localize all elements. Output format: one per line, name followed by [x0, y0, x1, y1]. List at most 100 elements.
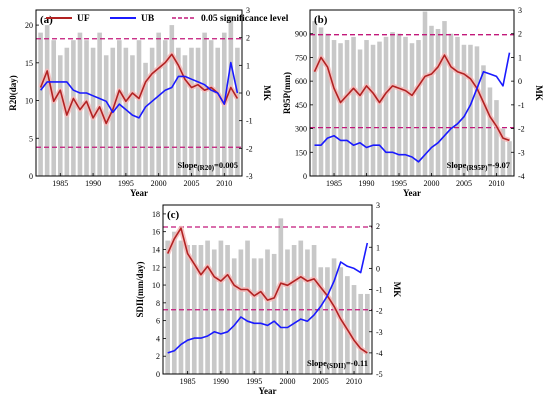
bar — [202, 32, 207, 176]
bar — [311, 245, 317, 374]
y2-tick-label: -5 — [376, 370, 383, 379]
bar — [245, 240, 250, 374]
bar — [494, 100, 499, 176]
y-tick-label: 300 — [295, 125, 307, 134]
y2-tick-label: 2 — [376, 222, 380, 231]
slope-annotation: Slope(R95P)=-9.07 — [447, 160, 511, 172]
bar — [149, 47, 155, 177]
bar — [162, 40, 168, 176]
y2-tick-label: -3 — [518, 148, 525, 157]
bar — [285, 249, 290, 374]
y2-tick-label: -4 — [376, 349, 383, 358]
bar — [358, 293, 364, 374]
y-tick-label: 4 — [156, 334, 160, 343]
y2-tick-label: 2 — [246, 34, 250, 43]
y-tick-label: 900 — [295, 30, 307, 39]
x-tick-label: 1990 — [359, 179, 375, 188]
bar — [325, 33, 330, 176]
bar — [344, 40, 350, 177]
bar — [351, 36, 356, 176]
bar — [429, 25, 434, 176]
y-tick-label: 600 — [295, 77, 307, 86]
y-tick-label: 18 — [152, 210, 160, 219]
panel-a: 0 5 10 15 20 -3 -2 -1 0 1 2 3 1985 1990 1995 2000 2005 20… — [8, 6, 272, 198]
y2-tick-label: 0 — [246, 89, 250, 98]
ub-series-line — [167, 242, 369, 354]
bar — [481, 65, 486, 176]
panel-label: (b) — [314, 14, 328, 26]
y2-axis-label: MK — [534, 85, 544, 101]
y2-tick-label: 1 — [376, 243, 380, 252]
y-axis-label: R95P(mm) — [282, 72, 292, 114]
bar — [258, 258, 264, 374]
bar — [312, 21, 317, 176]
legend-sig-label: 0.05 significance level — [201, 14, 289, 24]
y2-tick-label: 3 — [376, 201, 380, 210]
bar — [403, 36, 408, 176]
x-axis-label: Year — [403, 188, 421, 198]
bar — [191, 245, 197, 374]
slope-annotation: Slope(R20)=0.005 — [177, 160, 238, 172]
y2-tick-label: 0 — [376, 264, 380, 273]
bar — [364, 40, 369, 177]
y-axis-label: SDII(mm/day) — [135, 261, 145, 317]
y-tick-label: 2 — [156, 352, 160, 361]
bar — [251, 258, 257, 374]
y2-tick-label: -2 — [518, 125, 525, 134]
bar — [455, 36, 460, 176]
x-tick-label: 2010 — [346, 377, 362, 386]
y-tick-label: 150 — [295, 148, 307, 157]
bar — [117, 40, 122, 176]
y2-axis-label: MK — [262, 85, 272, 101]
bar — [103, 55, 109, 176]
slope-annotation: Slope(SDII)=-0.11 — [307, 358, 368, 370]
x-tick-label: 1985 — [180, 377, 196, 386]
bar — [396, 33, 402, 176]
ub-series-line — [39, 61, 239, 119]
y-tick-label: 0 — [156, 370, 160, 379]
bar — [176, 47, 181, 177]
y-tick-label: 12 — [152, 263, 160, 272]
bar — [238, 249, 244, 374]
y2-tick-label: -1 — [376, 286, 383, 295]
bar — [265, 249, 270, 374]
bar — [205, 240, 210, 374]
y-tick-label: 16 — [152, 228, 160, 237]
y2-tick-label: -1 — [246, 117, 253, 126]
bar — [218, 240, 224, 374]
bar — [171, 231, 177, 374]
y-tick-label: 5 — [29, 134, 33, 143]
x-tick-label: 1995 — [246, 377, 262, 386]
bar — [195, 47, 201, 177]
bar — [487, 87, 493, 176]
uf-series-line — [166, 227, 368, 354]
y-tick-label: 10 — [152, 281, 160, 290]
bar — [278, 218, 284, 374]
bar — [365, 293, 370, 374]
y2-tick-label: 3 — [518, 6, 522, 15]
bar — [338, 43, 343, 177]
bar — [231, 258, 237, 374]
y-axis-label: R20(day) — [8, 75, 18, 111]
y-tick-label: 750 — [295, 53, 307, 62]
bar — [383, 36, 389, 176]
bar — [468, 44, 473, 177]
bar — [71, 40, 76, 176]
bar — [57, 55, 63, 176]
bar — [461, 44, 467, 177]
bar — [331, 40, 337, 177]
x-tick-label: 2010 — [216, 179, 232, 188]
bar — [448, 33, 454, 176]
bar — [44, 25, 50, 176]
y-tick-label: 6 — [156, 317, 160, 326]
bar — [305, 249, 310, 374]
x-tick-label: 2005 — [183, 179, 199, 188]
bar — [377, 41, 382, 176]
bar — [198, 245, 204, 374]
y2-tick-label: -1 — [518, 101, 525, 110]
bar — [474, 46, 480, 176]
x-tick-label: 2005 — [313, 377, 329, 386]
x-tick-label: 2010 — [488, 179, 504, 188]
x-tick-label: 1990 — [213, 377, 229, 386]
x-tick-label: 2000 — [423, 179, 439, 188]
